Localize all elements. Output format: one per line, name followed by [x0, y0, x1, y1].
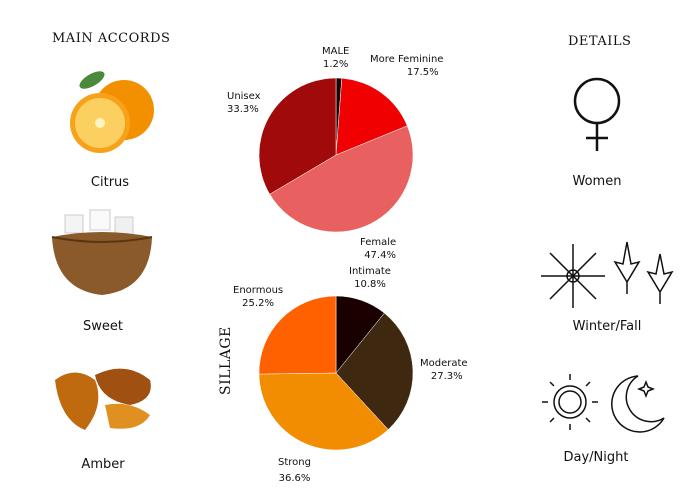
detail-label-women: Women: [572, 174, 622, 189]
details-title: DETAILS: [568, 34, 632, 49]
pie2-slice-strong: [258, 372, 389, 451]
pie1-label-more-feminine: More Feminine 17.5%: [370, 54, 444, 78]
orange-icon: [62, 68, 157, 158]
main-accords-title: MAIN ACCORDS: [52, 31, 171, 46]
pie1-slice-more-feminine: [335, 77, 408, 156]
pie2-label-intimate: Intimate 10.8%: [349, 266, 391, 290]
sun-moon-icon: [538, 368, 668, 438]
pie2-slice-moderate: [335, 312, 414, 430]
pie2-label-strong: Strong 36.6%: [278, 457, 311, 484]
pie2-label-enormous: Enormous 25.2%: [233, 285, 284, 309]
pie1-slice-female: [269, 125, 414, 233]
sillage-title: SILLAGE: [218, 326, 234, 395]
detail-label-winter-fall: Winter/Fall: [572, 319, 642, 334]
accord-label-amber: Amber: [81, 457, 125, 472]
accord-label-citrus: Citrus: [90, 175, 130, 190]
detail-label-day-night: Day/Night: [563, 450, 629, 465]
pie2-slice-enormous: [258, 295, 337, 375]
pie1-label-unisex: Unisex 33.3%: [227, 91, 261, 115]
accord-label-sweet: Sweet: [83, 319, 123, 334]
pie1-slice-unisex: [258, 77, 337, 195]
snowflake-maple-leaf-icon: [535, 232, 685, 312]
female-symbol-icon: [565, 75, 629, 155]
pie2-label-moderate: Moderate 27.3%: [420, 358, 468, 382]
pie1-label-female: Female 47.4%: [360, 237, 397, 261]
amber-icon: [50, 360, 160, 435]
pie1-label-male: MALE 1.2%: [322, 46, 350, 70]
sugar-bowl-icon: [50, 205, 155, 300]
